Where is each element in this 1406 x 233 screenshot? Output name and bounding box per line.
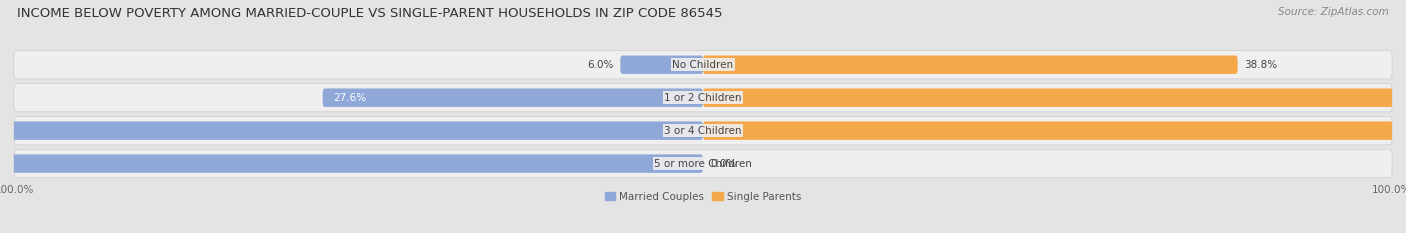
FancyBboxPatch shape: [703, 89, 1406, 107]
Text: 27.6%: 27.6%: [333, 93, 367, 103]
FancyBboxPatch shape: [323, 89, 703, 107]
FancyBboxPatch shape: [703, 121, 1406, 140]
FancyBboxPatch shape: [703, 55, 1237, 74]
FancyBboxPatch shape: [0, 121, 703, 140]
FancyBboxPatch shape: [14, 149, 1392, 178]
Text: 1 or 2 Children: 1 or 2 Children: [664, 93, 742, 103]
Legend: Married Couples, Single Parents: Married Couples, Single Parents: [600, 188, 806, 206]
Text: 38.8%: 38.8%: [1244, 60, 1278, 70]
Text: 5 or more Children: 5 or more Children: [654, 159, 752, 169]
FancyBboxPatch shape: [14, 51, 1392, 79]
Text: INCOME BELOW POVERTY AMONG MARRIED-COUPLE VS SINGLE-PARENT HOUSEHOLDS IN ZIP COD: INCOME BELOW POVERTY AMONG MARRIED-COUPL…: [17, 7, 723, 20]
FancyBboxPatch shape: [0, 154, 703, 173]
Text: 3 or 4 Children: 3 or 4 Children: [664, 126, 742, 136]
Text: 0.0%: 0.0%: [710, 159, 737, 169]
Text: No Children: No Children: [672, 60, 734, 70]
FancyBboxPatch shape: [14, 116, 1392, 145]
FancyBboxPatch shape: [620, 55, 703, 74]
Text: Source: ZipAtlas.com: Source: ZipAtlas.com: [1278, 7, 1389, 17]
Text: 6.0%: 6.0%: [588, 60, 613, 70]
FancyBboxPatch shape: [14, 83, 1392, 112]
